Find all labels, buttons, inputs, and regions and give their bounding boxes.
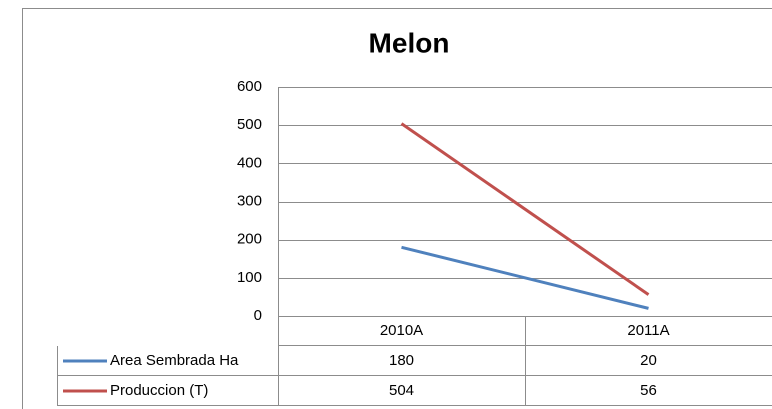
legend-label: Produccion (T): [110, 382, 208, 399]
x-tick-label: 2010A: [380, 322, 423, 339]
table-value: 56: [640, 382, 657, 399]
y-tick-label: 100: [237, 269, 262, 286]
y-tick-label: 300: [237, 192, 262, 209]
y-tick-label: 500: [237, 116, 262, 133]
series-line: [401, 245, 649, 310]
table-value: 180: [389, 352, 414, 369]
table-value: 20: [640, 352, 657, 369]
y-tick-label: 600: [237, 78, 262, 95]
series-line: [400, 122, 650, 296]
legend-label: Area Sembrada Ha: [110, 352, 239, 369]
chart-title: Melon: [369, 27, 450, 58]
table-value: 504: [389, 382, 414, 399]
y-tick-label: 0: [254, 307, 262, 324]
y-tick-label: 400: [237, 154, 262, 171]
x-tick-label: 2011A: [627, 322, 669, 339]
y-tick-label: 200: [237, 231, 262, 248]
